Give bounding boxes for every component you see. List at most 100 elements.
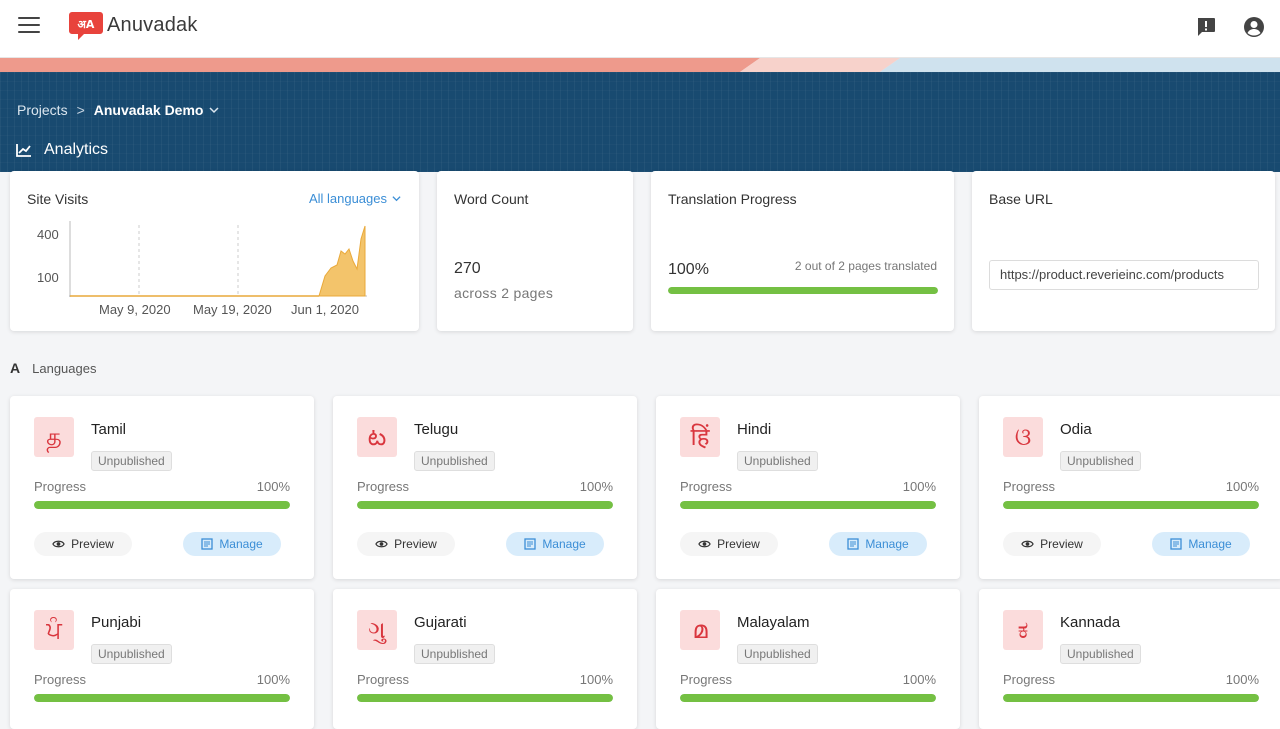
preview-button[interactable]: Preview bbox=[357, 532, 455, 556]
word-count-value: 270 bbox=[454, 260, 481, 277]
language-name: Hindi bbox=[737, 421, 772, 438]
y-tick-100: 100 bbox=[37, 270, 59, 285]
site-visits-area bbox=[70, 225, 366, 297]
language-progress-fill bbox=[680, 501, 936, 509]
top-bar: अA Anuvadak bbox=[0, 0, 1280, 58]
breadcrumb-projects[interactable]: Projects bbox=[17, 102, 68, 118]
progress-value: 100% bbox=[1225, 672, 1259, 687]
manage-button[interactable]: Manage bbox=[183, 532, 281, 556]
language-name: Gujarati bbox=[414, 614, 467, 631]
languages-title: Languages bbox=[32, 360, 97, 376]
menu-icon[interactable] bbox=[18, 17, 40, 35]
preview-label: Preview bbox=[1040, 537, 1083, 551]
manage-label: Manage bbox=[219, 537, 263, 551]
breadcrumb-separator: > bbox=[76, 102, 85, 118]
app-logo[interactable]: अA Anuvadak bbox=[68, 9, 198, 41]
eye-icon bbox=[698, 540, 711, 548]
x-tick-may19: May 19, 2020 bbox=[193, 302, 272, 317]
base-url-title: Base URL bbox=[989, 191, 1053, 207]
progress-value: 100% bbox=[902, 479, 936, 494]
manage-icon bbox=[201, 538, 213, 550]
language-card-malayalam: മ Malayalam Unpublished Progress 100% bbox=[656, 589, 960, 729]
language-card-gujarati: ગુ Gujarati Unpublished Progress 100% bbox=[333, 589, 637, 729]
status-badge: Unpublished bbox=[414, 644, 495, 664]
base-url-field[interactable]: https://product.reverieinc.com/products bbox=[989, 260, 1259, 290]
account-icon[interactable] bbox=[1242, 15, 1266, 39]
progress-label: Progress bbox=[1003, 479, 1056, 494]
language-progress-bar bbox=[34, 694, 290, 702]
status-badge: Unpublished bbox=[737, 451, 818, 471]
language-glyph-icon: ਪੰ bbox=[34, 610, 74, 650]
progress-label: Progress bbox=[680, 479, 733, 494]
language-progress-fill bbox=[34, 694, 290, 702]
manage-label: Manage bbox=[865, 537, 909, 551]
progress-label: Progress bbox=[34, 672, 87, 687]
language-progress-bar bbox=[357, 694, 613, 702]
chevron-down-icon bbox=[392, 196, 401, 202]
language-progress-fill bbox=[1003, 694, 1259, 702]
word-count-card: Word Count 270 across 2 pages bbox=[437, 171, 633, 331]
language-glyph-icon: ଓ bbox=[1003, 417, 1043, 457]
language-progress-fill bbox=[34, 501, 290, 509]
eye-icon bbox=[1021, 540, 1034, 548]
language-glyph-icon: ગુ bbox=[357, 610, 397, 650]
language-progress-fill bbox=[357, 694, 613, 702]
translation-progress-card: Translation Progress 100% 2 out of 2 pag… bbox=[651, 171, 954, 331]
word-count-sub: across 2 pages bbox=[454, 285, 554, 301]
translation-progress-value: 100% bbox=[668, 261, 709, 278]
language-glyph-icon: മ bbox=[680, 610, 720, 650]
language-name: Tamil bbox=[91, 421, 127, 438]
language-glyph-icon: ಕ bbox=[1003, 610, 1043, 650]
language-name: Punjabi bbox=[91, 614, 142, 631]
progress-label: Progress bbox=[1003, 672, 1056, 687]
feedback-icon[interactable] bbox=[1194, 15, 1218, 39]
manage-button[interactable]: Manage bbox=[506, 532, 604, 556]
preview-button[interactable]: Preview bbox=[1003, 532, 1101, 556]
manage-button[interactable]: Manage bbox=[1152, 532, 1250, 556]
eye-icon bbox=[52, 540, 65, 548]
language-card-telugu: ట Telugu Unpublished Progress 100% Previ… bbox=[333, 396, 637, 579]
language-progress-fill bbox=[357, 501, 613, 509]
translation-progress-fill bbox=[668, 287, 938, 294]
language-filter-dropdown[interactable]: All languages bbox=[309, 191, 401, 206]
site-visits-chart bbox=[69, 221, 367, 297]
language-glyph-icon: हिं bbox=[680, 417, 720, 457]
preview-button[interactable]: Preview bbox=[680, 532, 778, 556]
progress-value: 100% bbox=[579, 479, 613, 494]
translation-progress-bar bbox=[668, 287, 938, 294]
language-glyph-icon: த bbox=[34, 417, 74, 457]
progress-value: 100% bbox=[256, 672, 290, 687]
language-progress-bar bbox=[357, 501, 613, 509]
language-name: Malayalam bbox=[737, 614, 810, 631]
svg-text:अA: अA bbox=[78, 18, 95, 31]
progress-value: 100% bbox=[1225, 479, 1259, 494]
progress-label: Progress bbox=[34, 479, 87, 494]
x-tick-jun1: Jun 1, 2020 bbox=[291, 302, 359, 317]
accent-strip bbox=[0, 58, 1280, 72]
base-url-card: Base URL https://product.reverieinc.com/… bbox=[972, 171, 1275, 331]
language-icon: A bbox=[10, 360, 21, 376]
language-progress-bar bbox=[680, 694, 936, 702]
chevron-down-icon[interactable] bbox=[209, 105, 219, 115]
manage-icon bbox=[847, 538, 859, 550]
breadcrumb: Projects > Anuvadak Demo bbox=[17, 102, 219, 118]
analytics-title: Analytics bbox=[44, 141, 109, 158]
preview-button[interactable]: Preview bbox=[34, 532, 132, 556]
manage-icon bbox=[524, 538, 536, 550]
language-name: Kannada bbox=[1060, 614, 1121, 631]
manage-button[interactable]: Manage bbox=[829, 532, 927, 556]
progress-value: 100% bbox=[902, 672, 936, 687]
language-filter-label: All languages bbox=[308, 191, 387, 206]
language-name: Telugu bbox=[414, 421, 459, 438]
language-name: Odia bbox=[1060, 421, 1092, 438]
language-card-odia: ଓ Odia Unpublished Progress 100% Preview… bbox=[979, 396, 1280, 579]
language-progress-bar bbox=[1003, 501, 1259, 509]
breadcrumb-current-project[interactable]: Anuvadak Demo bbox=[93, 102, 204, 118]
language-progress-bar bbox=[1003, 694, 1259, 702]
manage-icon bbox=[1170, 538, 1182, 550]
language-card-punjabi: ਪੰ Punjabi Unpublished Progress 100% bbox=[10, 589, 314, 729]
progress-value: 100% bbox=[579, 672, 613, 687]
pages-translated-note: 2 out of 2 pages translated bbox=[794, 259, 937, 273]
progress-label: Progress bbox=[357, 479, 410, 494]
header-banner bbox=[0, 72, 1280, 172]
